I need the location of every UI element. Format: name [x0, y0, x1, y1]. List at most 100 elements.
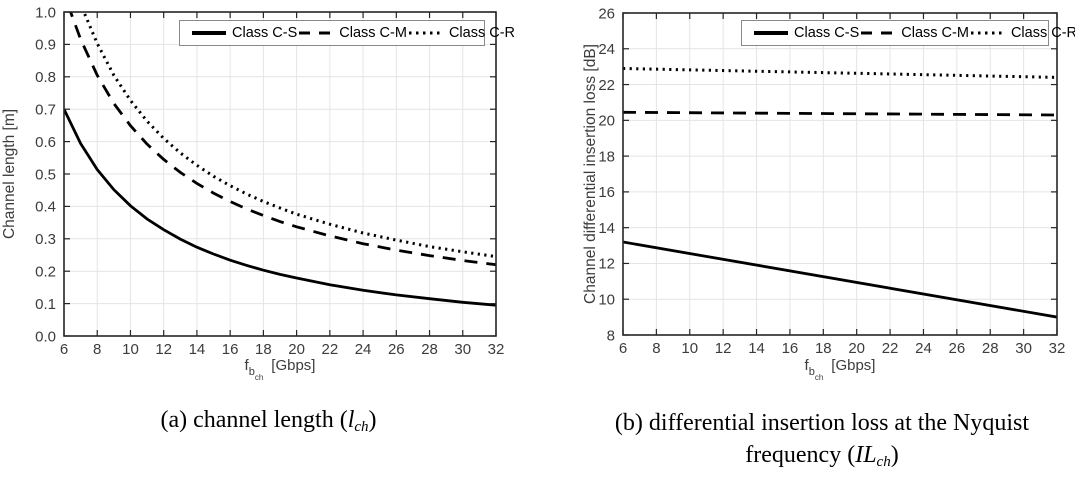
legend-b: Class C-S Class C-M Class C-R	[741, 20, 1075, 46]
legend-label-class-c-m: Class C-M	[339, 25, 407, 41]
dashed-line-swatch-icon	[299, 31, 334, 35]
panel-channel-length: 6 8 10 12 14 16 18 20 22 24 26 28 30 32 0.0 0.1 0.2 0.3 0.…	[0, 0, 537, 482]
x-tick-label: 12	[715, 340, 732, 357]
x-tick-label: 32	[1049, 340, 1066, 357]
y-tick-label: 0.7	[35, 101, 56, 118]
caption-b-line2: frequency (ILch)	[587, 439, 1057, 478]
x-tick-label: 8	[93, 341, 101, 358]
y-tick-label: 0.1	[35, 296, 56, 313]
x-label-unit: [Gbps]	[271, 357, 316, 374]
caption-b-variable: IL	[855, 442, 877, 468]
legend-label-class-c-r: Class C-R	[1010, 25, 1075, 41]
x-tick-label: 24	[355, 341, 372, 358]
y-tick-label: 24	[598, 41, 615, 58]
x-tick-label: 30	[1015, 340, 1032, 357]
y-tick-label: 26	[598, 5, 615, 22]
y-tick-label: 20	[598, 113, 615, 130]
legend-item-class-c-r: Class C-R	[969, 25, 1075, 41]
x-label-subsubscript: ch	[254, 373, 264, 382]
legend-a: Class C-S Class C-M Class C-R	[179, 20, 515, 46]
x-tick-label: 26	[388, 341, 405, 358]
x-tick-label: 26	[949, 340, 966, 357]
x-tick-label: 8	[652, 340, 660, 357]
y-tick-label: 8	[607, 327, 615, 344]
x-label-subsubscript: ch	[814, 373, 824, 382]
x-label-subscript: b	[248, 366, 255, 378]
x-label-symbol: f	[804, 357, 809, 374]
solid-line-swatch-icon	[192, 31, 226, 35]
x-label-subscript: b	[808, 366, 815, 378]
caption-b-text: frequency (	[745, 442, 856, 468]
caption-b: (b) differential insertion loss at the N…	[587, 407, 1057, 478]
x-tick-label: 18	[255, 341, 272, 358]
x-tick-label: 20	[848, 340, 865, 357]
caption-a: (a) channel length (lch)	[0, 407, 537, 436]
y-tick-label: 0.6	[35, 134, 56, 151]
y-tick-label: 0.9	[35, 37, 56, 54]
chart-b-canvas: 6 8 10 12 14 16 18 20 22 24 26 28 30 3281012141618202…	[582, 5, 1066, 357]
series-class-c-m	[623, 110, 1057, 117]
y-tick-label: 16	[598, 184, 615, 201]
y-axis-label: Channel differential insertion loss [dB]	[582, 44, 599, 304]
caption-a-variable: l	[347, 407, 355, 433]
y-tick-label: 0.5	[35, 166, 56, 183]
y-tick-label: 10	[598, 291, 615, 308]
legend-item-class-c-m: Class C-M	[859, 25, 969, 41]
y-tick-label: 18	[598, 148, 615, 165]
x-tick-label: 14	[189, 341, 206, 358]
y-tick-label: 12	[598, 256, 615, 273]
x-tick-label: 10	[122, 341, 139, 358]
series-class-c-r	[623, 67, 1057, 79]
caption-b-line1: (b) differential insertion loss at the N…	[614, 410, 1030, 436]
chart-a-canvas: 6 8 10 12 14 16 18 20 22 24 26 28 30 32 0.0 0.1 0.2 0.3 0.…	[1, 4, 505, 358]
caption-b-close: )	[890, 442, 899, 468]
x-tick-label: 20	[288, 341, 305, 358]
legend-item-class-c-s: Class C-S	[190, 25, 297, 41]
x-tick-label: 22	[322, 341, 339, 358]
x-tick-label: 12	[155, 341, 172, 358]
x-tick-label: 32	[488, 341, 505, 358]
panel-insertion-loss: 6 8 10 12 14 16 18 20 22 24 26 28 30 32 8 10 12 14 16 18 20 2…	[537, 0, 1075, 482]
series-class-c-s	[623, 240, 1057, 319]
y-tick-label: 0.0	[35, 328, 56, 345]
x-tick-label: 24	[915, 340, 932, 357]
y-tick-label: 22	[598, 77, 615, 94]
x-tick-label: 30	[454, 341, 471, 358]
legend-label-class-c-r: Class C-R	[448, 25, 515, 41]
legend-item-class-c-r: Class C-R	[407, 25, 515, 41]
y-tick-label: 0.4	[35, 199, 56, 216]
series-class-c-m	[69, 11, 496, 267]
x-tick-label: 14	[748, 340, 765, 357]
x-tick-label: 16	[222, 341, 239, 358]
y-tick-label: 0.2	[35, 263, 56, 280]
caption-a-close: )	[368, 407, 377, 433]
x-tick-label: 6	[60, 341, 68, 358]
dotted-line-swatch-icon	[408, 31, 443, 35]
x-tick-label: 10	[681, 340, 698, 357]
y-tick-label: 14	[598, 220, 615, 237]
y-tick-label: 0.8	[35, 69, 56, 86]
x-tick-label: 28	[982, 340, 999, 357]
caption-a-variable-subscript: ch	[354, 419, 369, 435]
dotted-line-swatch-icon	[970, 31, 1005, 35]
y-axis-label: Channel length [m]	[1, 109, 18, 239]
x-tick-label: 28	[421, 341, 438, 358]
x-label-unit: [Gbps]	[831, 357, 876, 374]
x-axis-label-a: fbch [Gbps]	[64, 357, 496, 382]
legend-label-class-c-m: Class C-M	[901, 25, 969, 41]
y-tick-label: 1.0	[35, 4, 56, 21]
y-tick-label: 0.3	[35, 231, 56, 248]
solid-line-swatch-icon	[754, 31, 788, 35]
x-label-symbol: f	[244, 357, 249, 374]
legend-label-class-c-s: Class C-S	[232, 25, 298, 41]
legend-item-class-c-s: Class C-S	[752, 25, 859, 41]
caption-a-text: (a) channel length (	[160, 407, 348, 433]
legend-label-class-c-s: Class C-S	[794, 25, 860, 41]
x-tick-label: 18	[815, 340, 832, 357]
caption-b-variable-subscript: ch	[876, 454, 891, 470]
x-tick-label: 6	[619, 340, 627, 357]
dashed-line-swatch-icon	[861, 31, 896, 35]
x-axis-label-b: fbch [Gbps]	[623, 357, 1057, 382]
x-tick-label: 16	[782, 340, 799, 357]
legend-item-class-c-m: Class C-M	[297, 25, 407, 41]
